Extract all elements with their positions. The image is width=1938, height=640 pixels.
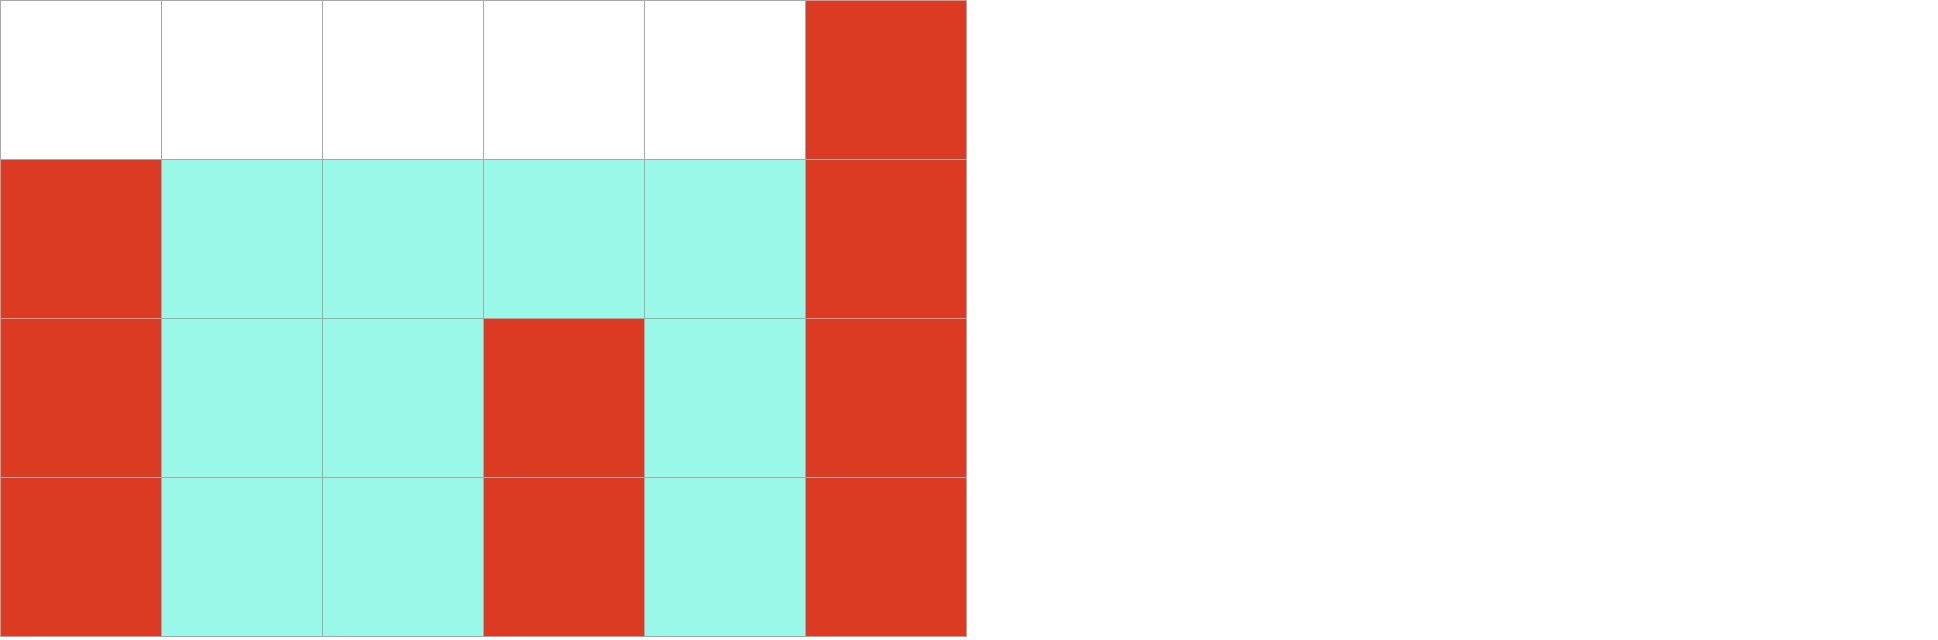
grid-cell-red[interactable] <box>805 159 967 319</box>
grid-cell-red[interactable] <box>0 477 162 637</box>
game-board <box>0 0 967 637</box>
grid-cell-cyan[interactable] <box>322 159 484 319</box>
grid-cell-red[interactable] <box>483 477 645 637</box>
grid-cell-empty[interactable] <box>644 0 806 160</box>
grid-cell-red[interactable] <box>805 477 967 637</box>
grid-cell-red[interactable] <box>805 0 967 160</box>
grid-cell-red[interactable] <box>805 318 967 478</box>
grid-cell-cyan[interactable] <box>161 477 323 637</box>
grid-cell-cyan[interactable] <box>644 159 806 319</box>
grid-cell-cyan[interactable] <box>161 159 323 319</box>
grid-cell-cyan[interactable] <box>161 318 323 478</box>
grid-cell-cyan[interactable] <box>322 477 484 637</box>
grid-cell-cyan[interactable] <box>483 159 645 319</box>
grid-cell-red[interactable] <box>0 159 162 319</box>
grid-cell-empty[interactable] <box>0 0 162 160</box>
grid-cell-cyan[interactable] <box>644 477 806 637</box>
grid-cell-empty[interactable] <box>483 0 645 160</box>
grid-cell-empty[interactable] <box>161 0 323 160</box>
grid-cell-red[interactable] <box>483 318 645 478</box>
grid-cell-empty[interactable] <box>322 0 484 160</box>
grid-cell-red[interactable] <box>0 318 162 478</box>
grid-cell-cyan[interactable] <box>322 318 484 478</box>
grid-cell-cyan[interactable] <box>644 318 806 478</box>
